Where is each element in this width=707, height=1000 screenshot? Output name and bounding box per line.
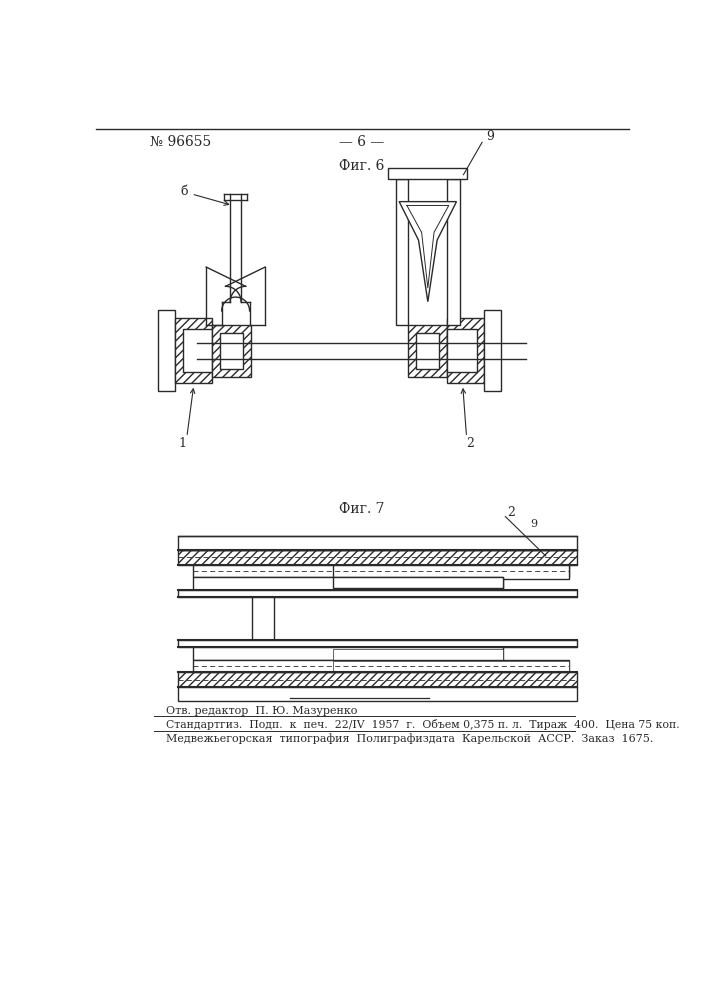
Bar (177, 536, 577, 550)
Text: Фиг. 7: Фиг. 7 (339, 502, 385, 516)
Bar (416, 333, 440, 369)
Bar (332, 649, 503, 660)
Bar (193, 660, 569, 672)
Bar (177, 687, 577, 701)
Text: № 96655: № 96655 (151, 135, 211, 149)
Text: 9: 9 (530, 519, 537, 529)
Text: Стандартгиз.  Подп.  к  печ.  22/IV  1957  г.  Объем 0,375 п. л.  Тираж  400.  Ц: Стандартгиз. Подп. к печ. 22/IV 1957 г. … (166, 719, 679, 730)
Bar (177, 590, 577, 597)
Text: 2: 2 (507, 506, 515, 519)
Text: Отв. редактор  П. Ю. Мазуренко: Отв. редактор П. Ю. Мазуренко (166, 706, 357, 716)
Bar (448, 329, 477, 372)
Bar (177, 640, 577, 647)
Bar (158, 310, 175, 391)
Bar (396, 179, 409, 325)
Bar (177, 550, 577, 565)
Bar (332, 565, 569, 579)
Bar (193, 565, 569, 577)
Text: Медвежьегорская  типография  Полиграфиздата  Карельской  АССР.  Заказ  1675.: Медвежьегорская типография Полиграфиздат… (166, 734, 653, 744)
Text: 2: 2 (467, 437, 474, 450)
Bar (193, 577, 503, 590)
Text: Фиг. 6: Фиг. 6 (339, 159, 385, 173)
Bar (177, 672, 577, 687)
Bar (212, 325, 251, 377)
Bar (484, 310, 501, 391)
Bar (175, 318, 212, 383)
Text: — 6 —: — 6 — (339, 135, 385, 149)
Polygon shape (399, 202, 457, 302)
Bar (332, 661, 569, 672)
Bar (448, 318, 484, 383)
Text: 9: 9 (486, 130, 493, 143)
Text: б: б (180, 185, 187, 198)
Text: 1: 1 (179, 437, 187, 450)
Bar (252, 597, 274, 640)
Bar (220, 333, 243, 369)
Bar (448, 179, 460, 325)
Bar (388, 168, 467, 179)
Bar (183, 329, 212, 372)
Bar (332, 577, 503, 588)
Bar (409, 325, 448, 377)
Bar (193, 647, 503, 660)
